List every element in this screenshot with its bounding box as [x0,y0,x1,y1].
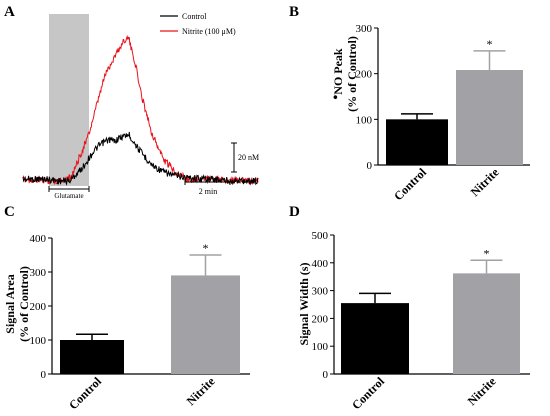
panel-b-bar-nitrite [456,70,523,165]
panel-d-plot: 0 100 200 300 400 500 Control * Nitrite [312,230,530,412]
legend-label-nitrite: Nitrite (100 μM) [182,27,236,36]
panel-b-significance-nitrite: * [487,37,493,51]
panel-a-letter: A [4,4,15,20]
glutamate-window [49,14,89,186]
panel-c-y-tick-label: 400 [30,233,47,245]
panel-c-bar-nitrite [171,275,240,374]
panel-b-ylabel-line2: (% of Control) [345,36,359,112]
panel-b-no-peak-chart: B •NO Peak (% of Control) 0 100 200 300 Cont… [289,4,530,203]
scale-bar-y-label: 20 nM [238,153,259,162]
legend-label-control: Control [182,12,207,21]
panel-d-signal-width-chart: D Signal Width (s) 0 100 200 300 400 500 Contr… [289,204,530,412]
panel-c-ylabel-line1: Signal Area [3,274,17,333]
panel-d-category-nitrite: Nitrite [465,374,499,408]
panel-b-letter: B [289,4,299,20]
panel-c-y-tick-label: 0 [41,369,47,381]
panel-b-plot: 0 100 200 300 Control * Nitrite [356,23,530,203]
glutamate-label: Glutamate [54,192,83,200]
panel-c-ylabel-line2: (% of Control) [17,266,31,342]
trace-lines [22,34,259,186]
panel-c-significance-nitrite: * [203,241,209,255]
panel-b-ylabel-line1: •NO Peak [329,48,345,100]
panel-b-y-tick-label: 300 [356,23,373,35]
panel-c-bar-control [60,340,124,374]
panel-c-letter: C [4,204,15,220]
panel-b-y-tick-label: 100 [356,114,373,126]
panel-d-ylabel: Signal Width (s) [297,263,311,346]
panel-d-bar-nitrite [453,273,520,374]
panel-c-signal-area-chart: C Signal Area (% of Control) 0 100 200 300 4… [3,204,250,412]
scale-bar-x-label: 2 min [199,187,217,196]
panel-b-ylabel-superscript: • [329,95,344,100]
panel-d-y-tick-label: 300 [312,286,329,298]
panel-b-category-control: Control [391,165,429,203]
panel-d-significance-nitrite: * [484,246,490,260]
trace-control [22,131,259,186]
panel-c-y-tick-label: 300 [30,267,47,279]
panel-b-bar-control [386,119,448,165]
panel-d-letter: D [289,204,300,220]
panel-d-y-tick-label: 500 [312,230,329,242]
panel-d-y-tick-label: 100 [312,341,329,353]
panel-d-y-tick-label: 400 [312,258,329,270]
panel-c-category-control: Control [66,374,104,412]
panel-c-plot: 0 100 200 300 400 Control * Nitrite [30,233,250,412]
panel-b-ylabel-text: NO Peak [331,48,345,95]
panel-d-bar-control [341,303,409,374]
panel-c-y-tick-label: 200 [30,301,47,313]
panel-a-trace-plot: A Glutamate Control Nitrite (100 μM) 20 … [4,4,259,200]
panel-d-y-tick-label: 0 [323,369,329,381]
panel-b-y-tick-label: 200 [356,69,373,81]
panel-b-y-tick-label: 0 [367,160,373,172]
panel-d-y-tick-label: 200 [312,313,329,325]
panel-d-category-control: Control [349,374,387,412]
panel-b-category-nitrite: Nitrite [468,165,502,199]
panel-c-category-nitrite: Nitrite [184,374,218,408]
panel-c-y-tick-label: 100 [30,335,47,347]
